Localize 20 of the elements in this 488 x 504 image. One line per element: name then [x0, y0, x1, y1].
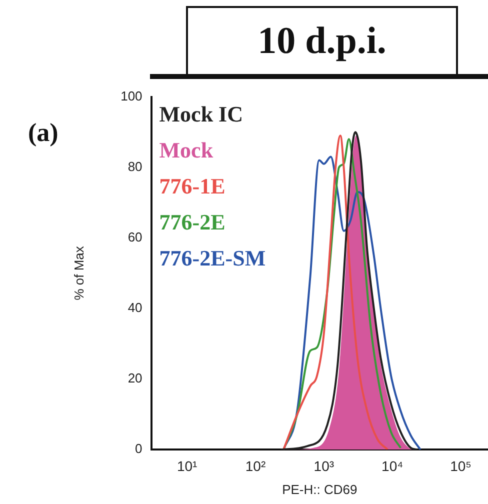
- x-tick-label: 10⁴: [382, 458, 404, 474]
- y-tick-label: 100: [120, 88, 142, 104]
- x-tick-label: 10⁵: [450, 458, 472, 474]
- text: Mock: [159, 137, 214, 162]
- text: 776-2E-SM: [159, 245, 266, 270]
- text: Mock IC: [159, 101, 244, 126]
- x-tick-label: 10¹: [176, 458, 198, 474]
- x-axis-title: PE-H:: CD69: [282, 482, 358, 497]
- y-tick-label: 60: [128, 230, 142, 244]
- x-tick-label: 10³: [314, 458, 334, 474]
- text: 776-2E: [159, 209, 226, 234]
- chart-title: 10 d.p.i.: [186, 6, 458, 74]
- text: 776-1E: [159, 173, 226, 198]
- y-tick-label: 20: [128, 370, 142, 386]
- y-tick-label: 80: [128, 158, 142, 174]
- text: (a): [28, 118, 58, 148]
- y-tick-label: 0: [135, 441, 142, 456]
- y-tick-label: 40: [128, 300, 142, 316]
- y-axis-title: % of Max: [71, 246, 86, 300]
- x-tick-label: 10²: [245, 458, 266, 474]
